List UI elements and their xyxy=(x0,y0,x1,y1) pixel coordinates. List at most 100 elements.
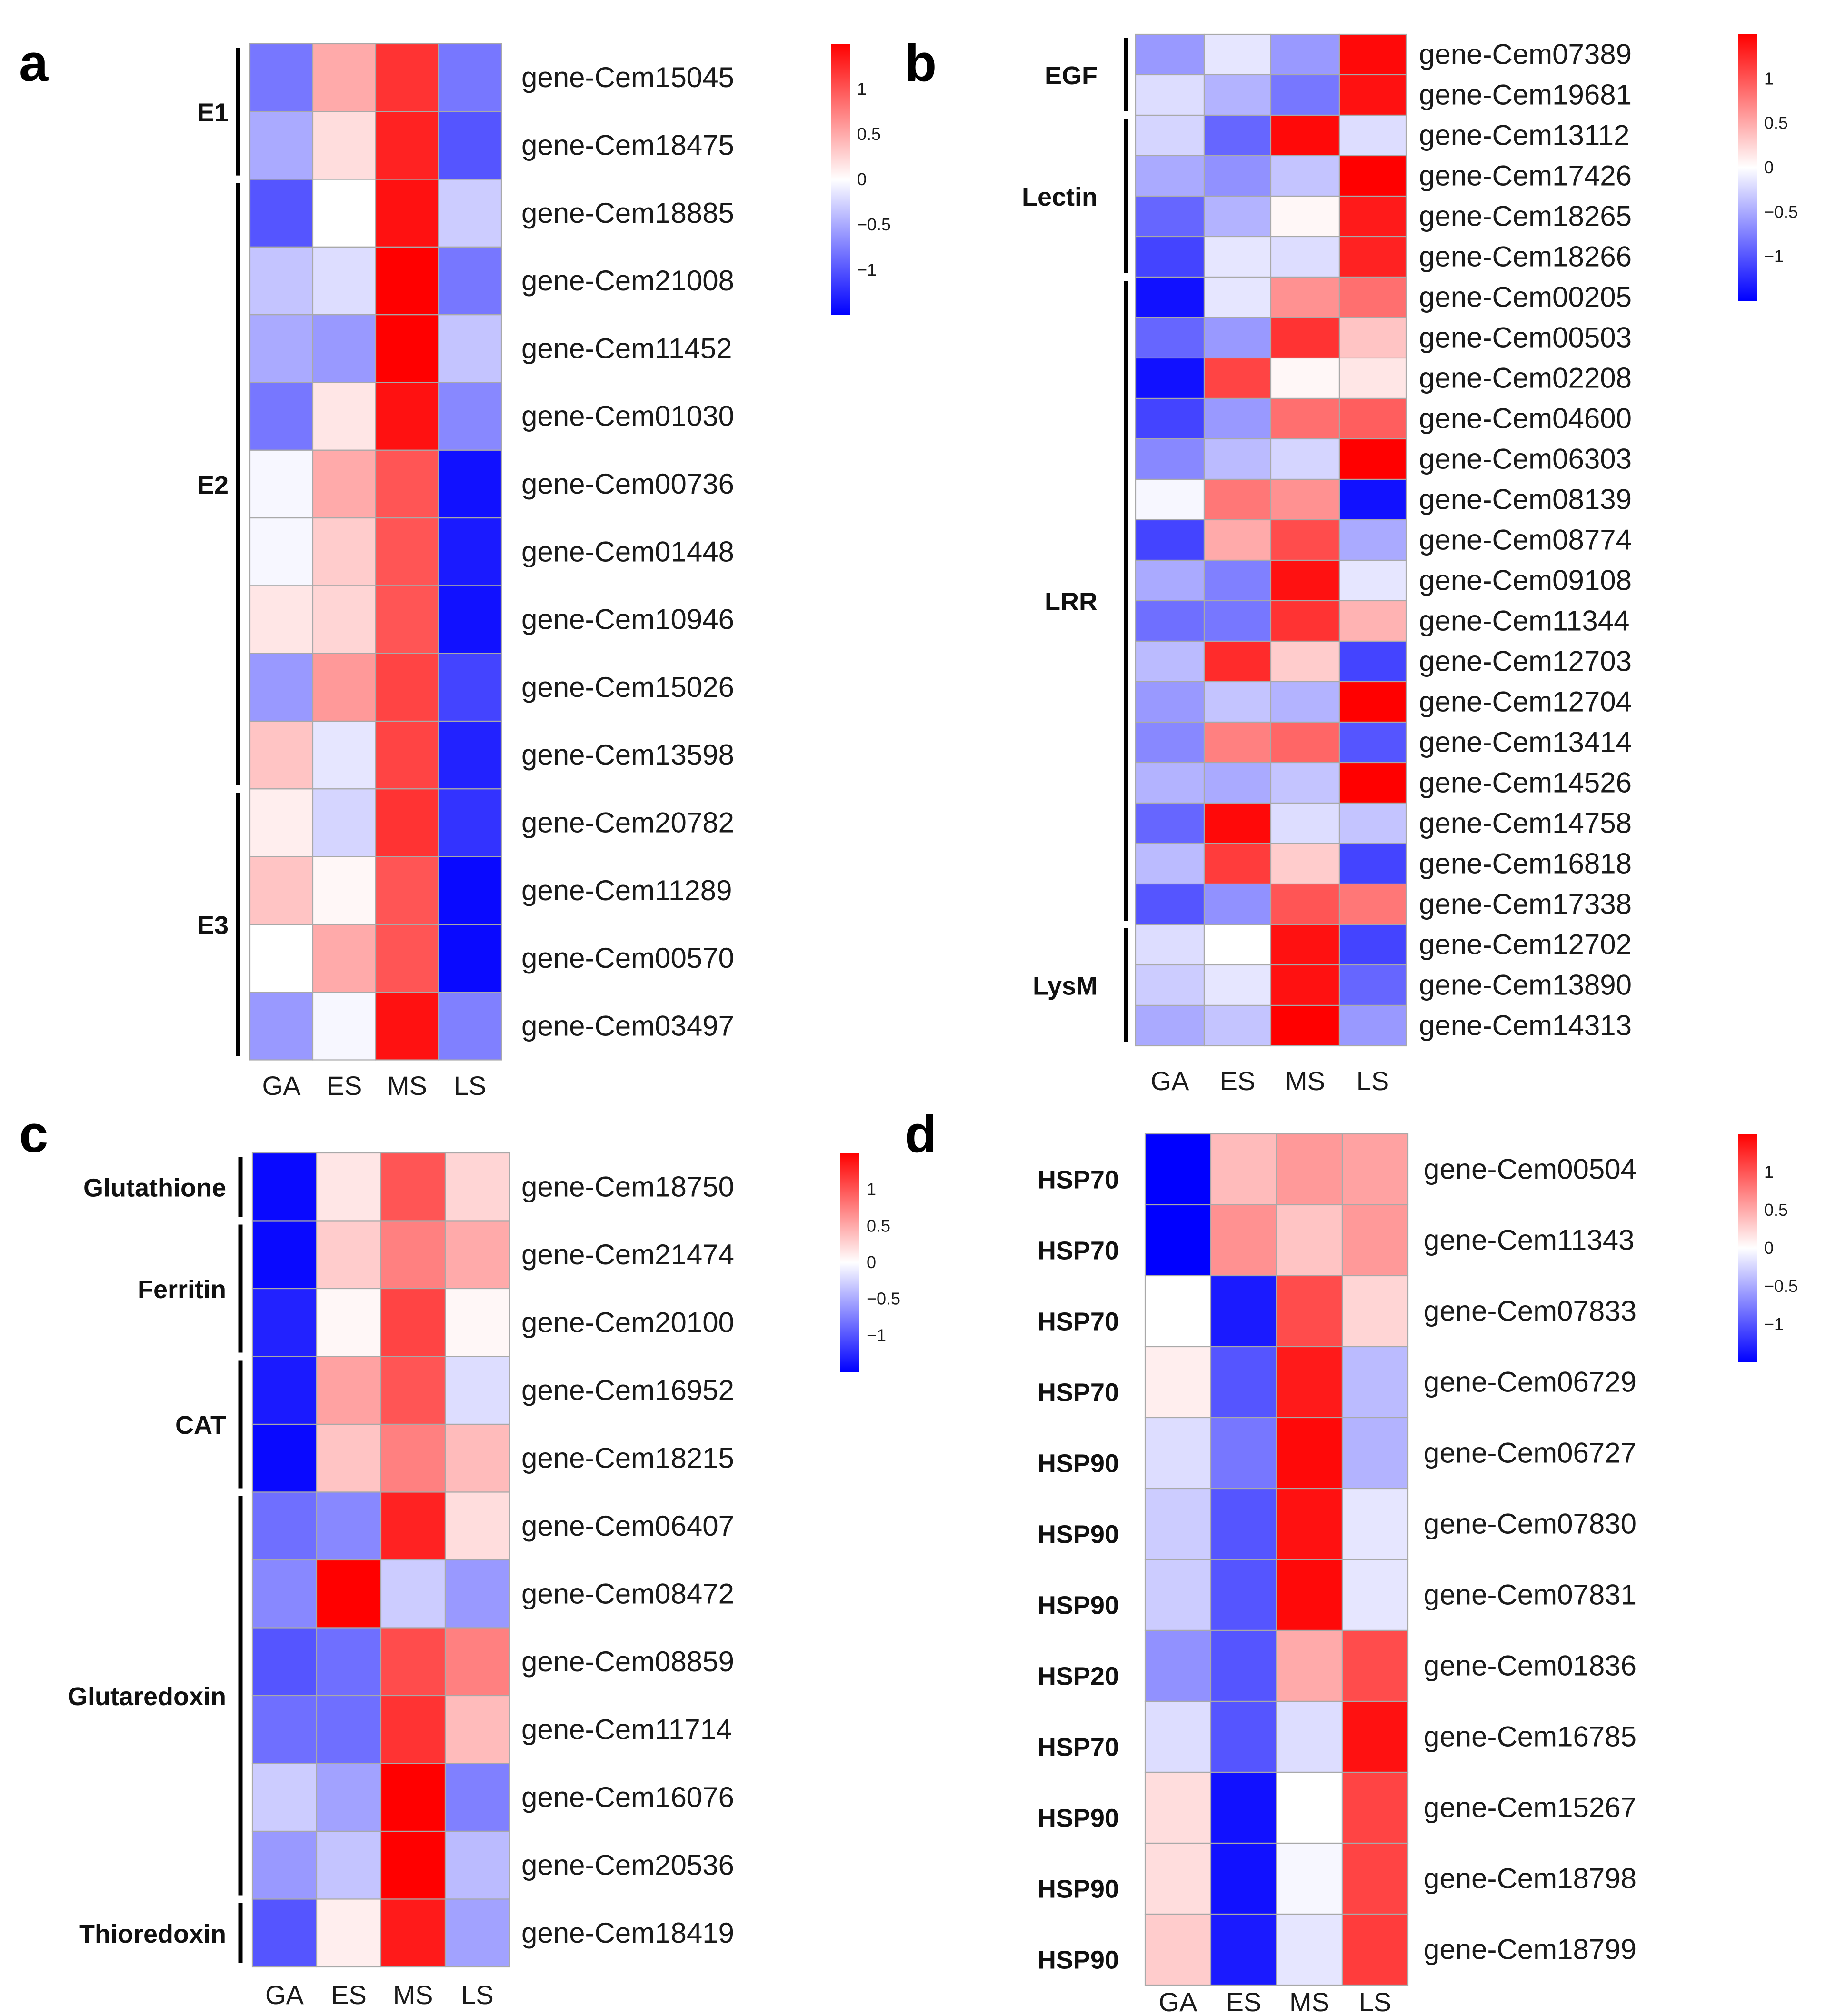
heatmap-cell xyxy=(438,449,502,519)
gene-label: gene-Cem20782 xyxy=(521,806,734,838)
column-label: MS xyxy=(393,1980,433,2010)
heatmap-cell xyxy=(1144,1275,1212,1348)
heatmap-cell xyxy=(1135,33,1205,76)
gene-label: gene-Cem21474 xyxy=(521,1239,734,1271)
family-label: HSP90 xyxy=(1038,1804,1119,1833)
legend-tick-label: 0.5 xyxy=(1764,1200,1788,1220)
heatmap-cell xyxy=(1135,155,1205,197)
heatmap-cell xyxy=(249,924,314,993)
heatmap-cell xyxy=(1135,397,1205,440)
group-label: CAT xyxy=(175,1411,226,1440)
heatmap-cell xyxy=(1135,114,1205,157)
heatmap-cell xyxy=(1135,762,1205,804)
heatmap-cell xyxy=(1338,478,1407,521)
heatmap-cell xyxy=(1270,519,1340,561)
heatmap-cell xyxy=(444,1830,510,1900)
heatmap-cell xyxy=(312,382,377,451)
panel-letter-b: b xyxy=(905,34,937,92)
heatmap-cell xyxy=(312,43,377,112)
heatmap-cell xyxy=(1341,1842,1409,1915)
group-label: Lectin xyxy=(1022,183,1098,211)
heatmap-cell xyxy=(1341,1488,1409,1560)
panel-letter-d: d xyxy=(905,1105,937,1163)
heatmap-cell xyxy=(444,1898,510,1968)
heatmap-cell xyxy=(1135,843,1205,885)
legend-tick-label: −1 xyxy=(1764,247,1784,266)
group-label: E1 xyxy=(197,98,229,127)
heatmap-cell xyxy=(1341,1629,1409,1702)
heatmap-cell xyxy=(1210,1559,1277,1631)
heatmap-cell xyxy=(380,1695,446,1764)
gene-label: gene-Cem17426 xyxy=(1419,160,1632,192)
gene-label: gene-Cem18215 xyxy=(521,1442,734,1474)
heatmap-cell xyxy=(444,1288,510,1357)
heatmap-cell xyxy=(1210,1913,1277,1986)
family-label: HSP90 xyxy=(1038,1591,1119,1620)
column-label: LS xyxy=(461,1980,494,2010)
heatmap-cell xyxy=(1341,1771,1409,1844)
heatmap-cell xyxy=(251,1491,318,1561)
heatmap-cell xyxy=(1144,1700,1212,1773)
heatmap-cell xyxy=(1203,317,1272,359)
heatmap-cell xyxy=(1338,33,1407,76)
heatmap-cell xyxy=(1270,964,1340,1006)
gene-label: gene-Cem18798 xyxy=(1424,1863,1636,1895)
heatmap-cell xyxy=(1144,1417,1212,1490)
heatmap-cell xyxy=(380,1356,446,1425)
legend-tick-label: 0 xyxy=(867,1252,876,1272)
heatmap-cell xyxy=(1135,721,1205,764)
gene-label: gene-Cem21008 xyxy=(521,265,734,297)
heatmap-cell xyxy=(1338,438,1407,480)
heatmap-cell xyxy=(375,720,439,790)
family-label: HSP20 xyxy=(1038,1662,1119,1691)
gene-label: gene-Cem07830 xyxy=(1424,1508,1636,1540)
heatmap-cell xyxy=(1270,114,1340,157)
heatmap-cell xyxy=(249,653,314,722)
heatmap-cell xyxy=(1270,478,1340,521)
heatmap-cell xyxy=(1338,600,1407,642)
gene-label: gene-Cem11344 xyxy=(1419,605,1630,637)
heatmap-cell xyxy=(444,1423,510,1493)
heatmap-cell xyxy=(375,179,439,248)
family-label: HSP70 xyxy=(1038,1237,1119,1265)
heatmap-cell xyxy=(1341,1275,1409,1348)
column-label: GA xyxy=(265,1980,304,2010)
heatmap-cell xyxy=(380,1220,446,1290)
heatmap-cell xyxy=(1144,1488,1212,1560)
panel-letter-a: a xyxy=(19,34,49,92)
gene-label: gene-Cem15267 xyxy=(1424,1792,1636,1824)
heatmap-cell xyxy=(1210,1771,1277,1844)
heatmap-cell xyxy=(312,246,377,316)
heatmap-cell xyxy=(249,111,314,180)
heatmap-cell xyxy=(1338,964,1407,1006)
heatmap-cell xyxy=(444,1763,510,1832)
gene-label: gene-Cem02208 xyxy=(1419,362,1632,394)
heatmap-cell xyxy=(1135,357,1205,399)
heatmap-cell xyxy=(316,1898,382,1968)
gene-label: gene-Cem07833 xyxy=(1424,1295,1636,1327)
heatmap-cell xyxy=(249,314,314,383)
heatmap-cell xyxy=(251,1423,318,1493)
heatmap-cell xyxy=(1135,236,1205,278)
heatmap-cell xyxy=(1338,155,1407,197)
legend-tick-label: −0.5 xyxy=(1764,1276,1798,1296)
heatmap-cell xyxy=(1135,1004,1205,1047)
heatmap-panel-c: c gene-Cem18750 gene-Cem21474 gene-Cem20100… xyxy=(19,1105,900,2010)
gene-label: gene-Cem18475 xyxy=(521,129,734,161)
heatmap-cell xyxy=(1270,924,1340,966)
heatmap-cell xyxy=(1338,883,1407,925)
heatmap-cell xyxy=(1203,559,1272,602)
heatmap-cell xyxy=(375,788,439,857)
heatmap-cell xyxy=(1270,1004,1340,1047)
heatmap-cell xyxy=(249,246,314,316)
legend-tick-label: 0.5 xyxy=(1764,113,1788,133)
heatmap-cell xyxy=(438,43,502,112)
heatmap-cell xyxy=(1210,1204,1277,1277)
gene-label: gene-Cem13890 xyxy=(1419,969,1632,1001)
heatmap-cell xyxy=(438,585,502,654)
heatmap-cell xyxy=(1270,397,1340,440)
heatmap-cell xyxy=(1276,1488,1343,1560)
heatmap-cell xyxy=(375,517,439,586)
heatmap-cell xyxy=(312,720,377,790)
gene-label: gene-Cem07831 xyxy=(1424,1579,1636,1611)
